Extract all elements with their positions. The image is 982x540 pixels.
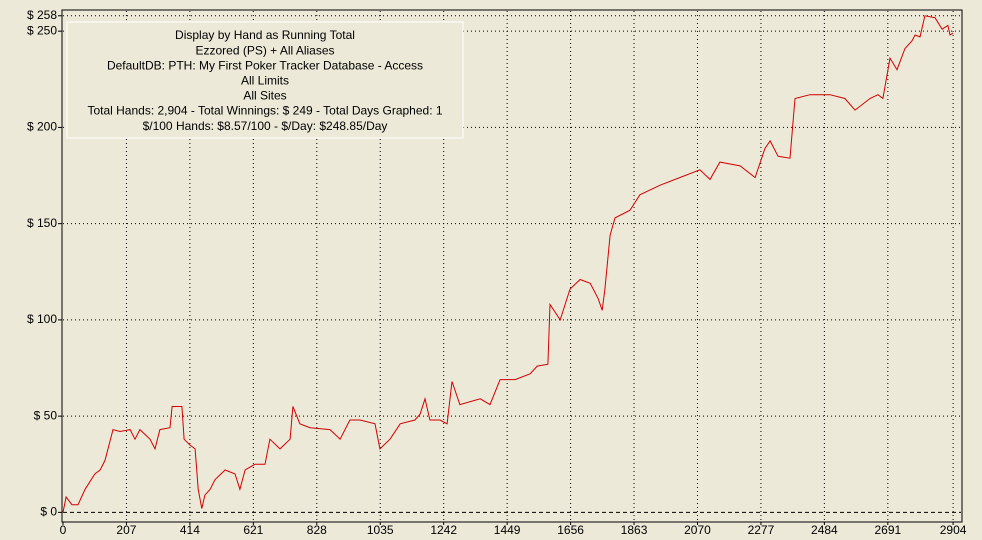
x-tick-label: 1035 <box>367 523 394 537</box>
x-tick-label: 2070 <box>684 523 711 537</box>
info-line: DefaultDB: PTH: My First Poker Tracker D… <box>107 58 423 72</box>
y-tick-label: $ 100 <box>27 312 57 326</box>
x-tick-label: 1242 <box>430 523 457 537</box>
x-tick-label: 2904 <box>940 523 967 537</box>
x-tick-label: 1449 <box>494 523 521 537</box>
x-tick-label: 2484 <box>811 523 838 537</box>
running-total-line <box>62 15 954 513</box>
x-tick-label: 621 <box>243 523 263 537</box>
x-tick-label: 2277 <box>748 523 775 537</box>
x-tick-label: 207 <box>116 523 136 537</box>
x-tick-label: 414 <box>180 523 200 537</box>
y-tick-label: $ 50 <box>34 408 58 422</box>
info-line: All Sites <box>243 89 286 103</box>
x-tick-label: 1656 <box>557 523 584 537</box>
y-tick-label: $ 0 <box>40 505 57 519</box>
x-tick-label: 0 <box>60 523 67 537</box>
y-tick-label: $ 250 <box>27 23 57 37</box>
info-box-bg <box>66 21 464 139</box>
info-line: Ezzored (PS) + All Aliases <box>195 43 334 57</box>
info-line: Display by Hand as Running Total <box>175 28 355 42</box>
x-tick-label: 1863 <box>621 523 648 537</box>
y-tick-label: $ 200 <box>27 120 57 134</box>
x-tick-label: 2691 <box>874 523 901 537</box>
info-line: All Limits <box>241 73 289 87</box>
y-tick-label: $ 150 <box>27 216 57 230</box>
y-tick-label: $ 258 <box>27 8 57 22</box>
x-tick-label: 828 <box>307 523 327 537</box>
info-box: Display by Hand as Running TotalEzzored … <box>66 21 464 139</box>
info-line: Total Hands: 2,904 - Total Winnings: $ 2… <box>87 104 442 118</box>
info-line: $/100 Hands: $8.57/100 - $/Day: $248.85/… <box>143 119 388 133</box>
